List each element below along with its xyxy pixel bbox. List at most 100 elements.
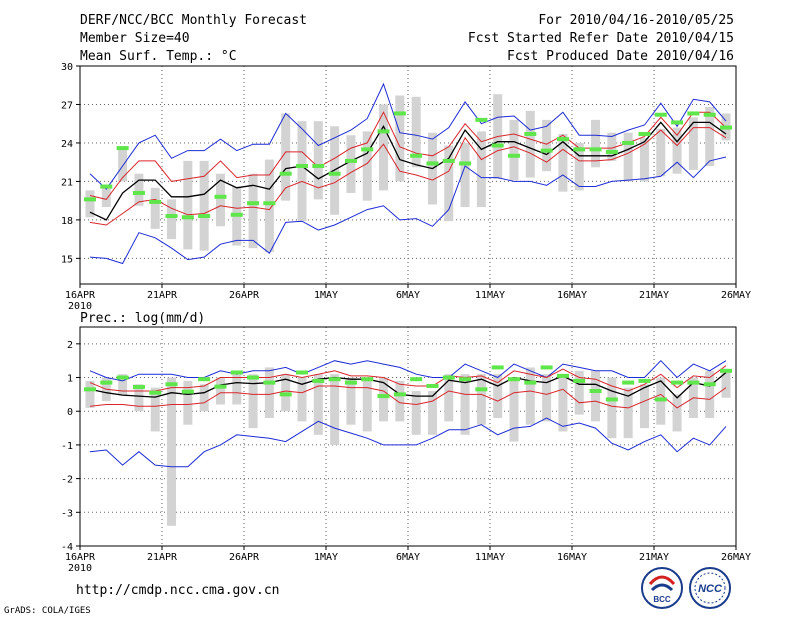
- precip-observed-mark: [377, 394, 390, 399]
- temperature-range-box: [705, 107, 715, 167]
- temperature-observed-mark: [589, 147, 602, 152]
- precip-observed-mark: [230, 370, 243, 375]
- temperature-range-box: [623, 132, 633, 182]
- precip-range-box: [248, 374, 258, 429]
- temperature-observed-mark: [410, 153, 423, 158]
- precip-range-box: [444, 374, 454, 422]
- temperature-ytick-label: 18: [61, 216, 73, 227]
- temperature-range-box: [444, 145, 454, 222]
- temperature-range-box: [411, 96, 421, 168]
- precip-range-box: [672, 394, 682, 432]
- temperature-range-box: [297, 121, 307, 222]
- precip-observed-mark: [393, 392, 406, 397]
- precip-observed-mark: [410, 377, 423, 382]
- precip-range-box: [150, 387, 160, 432]
- precip-observed-mark: [84, 387, 96, 392]
- temperature-observed-mark: [296, 164, 308, 169]
- precip-observed-mark: [279, 392, 292, 397]
- precip-observed-mark: [116, 375, 129, 380]
- temperature-ytick-label: 15: [61, 254, 73, 265]
- precip-xtick-label: 26MAY: [721, 552, 751, 563]
- precip-observed-mark: [214, 384, 227, 389]
- precip-range-box: [85, 380, 95, 408]
- precip-xtick-label: 16APR: [65, 552, 96, 563]
- precip-xtick-label: 16MAY: [557, 552, 587, 563]
- temperature-xtick-label: 26MAY: [721, 290, 751, 301]
- temperature-range-box: [542, 119, 552, 172]
- temperature-observed-mark: [100, 184, 113, 189]
- precip-ytick-label: 0: [67, 407, 73, 418]
- temperature-range-box: [574, 142, 584, 191]
- precip-range-box: [232, 370, 242, 405]
- temperature-range-box: [362, 131, 372, 201]
- precip-ytick-label: -1: [61, 441, 73, 452]
- precip-range-box: [183, 380, 193, 425]
- precip-xtick-label: 21MAY: [639, 552, 669, 563]
- precip-observed-mark: [622, 380, 635, 385]
- precip-observed-mark: [328, 377, 341, 382]
- temperature-observed-mark: [361, 147, 374, 152]
- temperature-observed-mark: [393, 111, 406, 116]
- precip-range-box: [591, 370, 601, 422]
- temperature-xtick-label: 16MAY: [557, 290, 587, 301]
- precip-observed-mark: [556, 373, 569, 378]
- temperature-range-box: [672, 127, 682, 174]
- temperature-range-box: [395, 95, 405, 182]
- temperature-observed-mark: [556, 137, 569, 142]
- precip-range-box: [623, 387, 633, 439]
- precip-observed-mark: [247, 375, 260, 380]
- temperature-observed-mark: [508, 153, 520, 158]
- bcc-logo-icon: BCC: [641, 567, 683, 609]
- source-url[interactable]: http://cmdp.ncc.cma.gov.cn: [76, 583, 280, 598]
- temperature-series-max: [89, 82, 727, 190]
- temperature-observed-mark: [247, 201, 260, 206]
- temperature-observed-mark: [263, 201, 276, 206]
- temperature-range-box: [607, 132, 617, 161]
- precip-range-box: [525, 367, 535, 425]
- temperature-observed-mark: [573, 147, 586, 152]
- temperature-observed-mark: [181, 215, 194, 220]
- precip-observed-mark: [296, 370, 308, 375]
- precip-series-lower: [89, 385, 727, 409]
- temperature-xtick-label: 1MAY: [314, 290, 338, 301]
- precip-ytick-label: -2: [61, 475, 73, 486]
- bcc-logo-text: BCC: [653, 595, 671, 604]
- temperature-observed-mark: [377, 129, 390, 134]
- precip-ytick-label: -3: [61, 508, 73, 519]
- temperature-observed-mark: [165, 214, 178, 219]
- precip-range-box: [411, 391, 421, 435]
- precip-observed-mark: [687, 380, 700, 385]
- temperature-range-box: [379, 104, 389, 191]
- precip-observed-mark: [198, 377, 211, 382]
- temperature-range-box: [85, 190, 95, 218]
- temperature-observed-mark: [605, 149, 618, 154]
- temperature-xtick-label: 11MAY: [475, 290, 505, 301]
- precip-series-mean: [89, 371, 727, 399]
- precip-range-box: [493, 374, 503, 418]
- temperature-range-box: [248, 173, 258, 249]
- temperature-xtick-label: 6MAY: [396, 290, 420, 301]
- temperature-range-box: [639, 137, 649, 182]
- precip-xtick-label: 26APR: [229, 552, 260, 563]
- temperature-range-box: [101, 186, 111, 208]
- grads-credit: GrADS: COLA/IGES: [4, 606, 91, 616]
- temperature-observed-mark: [540, 148, 553, 153]
- member-size: Member Size=40: [80, 31, 190, 46]
- precip-range-box: [542, 374, 552, 422]
- precip-range-box: [313, 374, 323, 435]
- precip-ytick-label: 2: [67, 340, 73, 351]
- precip-range-box: [558, 377, 568, 432]
- precip-range-box: [639, 384, 649, 429]
- precip-range-box: [330, 374, 340, 445]
- precip-observed-mark: [703, 382, 716, 387]
- temperature-series-min: [89, 156, 727, 265]
- precip-range-box: [395, 380, 405, 422]
- chart-title: DERF/NCC/BCC Monthly Forecast: [80, 13, 307, 28]
- precip-range-box: [574, 370, 584, 415]
- precip-series-min: [89, 417, 727, 468]
- temperature-observed-mark: [654, 112, 667, 117]
- precip-observed-mark: [491, 365, 504, 370]
